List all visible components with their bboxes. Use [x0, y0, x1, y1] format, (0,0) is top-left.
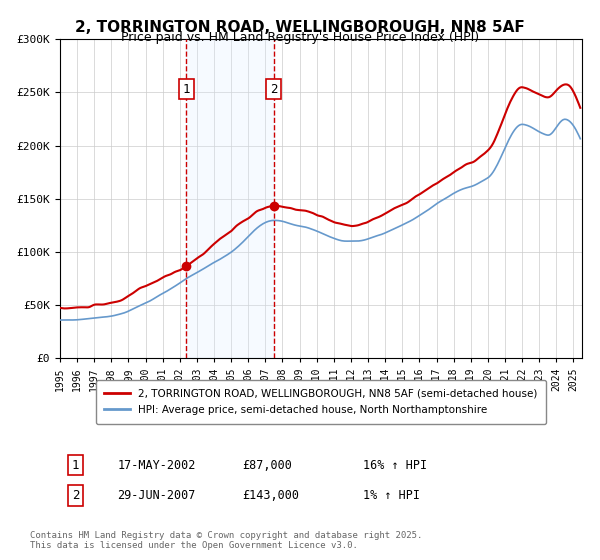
Text: 2: 2 [72, 489, 79, 502]
Bar [187, 39, 274, 358]
Text: 16% ↑ HPI: 16% ↑ HPI [363, 459, 427, 472]
Text: 1% ↑ HPI: 1% ↑ HPI [363, 489, 420, 502]
Text: Contains HM Land Registry data © Crown copyright and database right 2025.
This d: Contains HM Land Registry data © Crown c… [30, 530, 422, 550]
Text: 2: 2 [270, 83, 278, 96]
Text: 2, TORRINGTON ROAD, WELLINGBOROUGH, NN8 5AF: 2, TORRINGTON ROAD, WELLINGBOROUGH, NN8 … [75, 20, 525, 35]
Text: £143,000: £143,000 [242, 489, 300, 502]
Text: £87,000: £87,000 [242, 459, 293, 472]
Text: 29-JUN-2007: 29-JUN-2007 [118, 489, 196, 502]
Text: Price paid vs. HM Land Registry's House Price Index (HPI): Price paid vs. HM Land Registry's House … [121, 31, 479, 44]
Legend: 2, TORRINGTON ROAD, WELLINGBOROUGH, NN8 5AF (semi-detached house), HPI: Average : 2, TORRINGTON ROAD, WELLINGBOROUGH, NN8 … [96, 380, 546, 424]
Text: 1: 1 [182, 83, 190, 96]
Text: 17-MAY-2002: 17-MAY-2002 [118, 459, 196, 472]
Text: 1: 1 [72, 459, 79, 472]
